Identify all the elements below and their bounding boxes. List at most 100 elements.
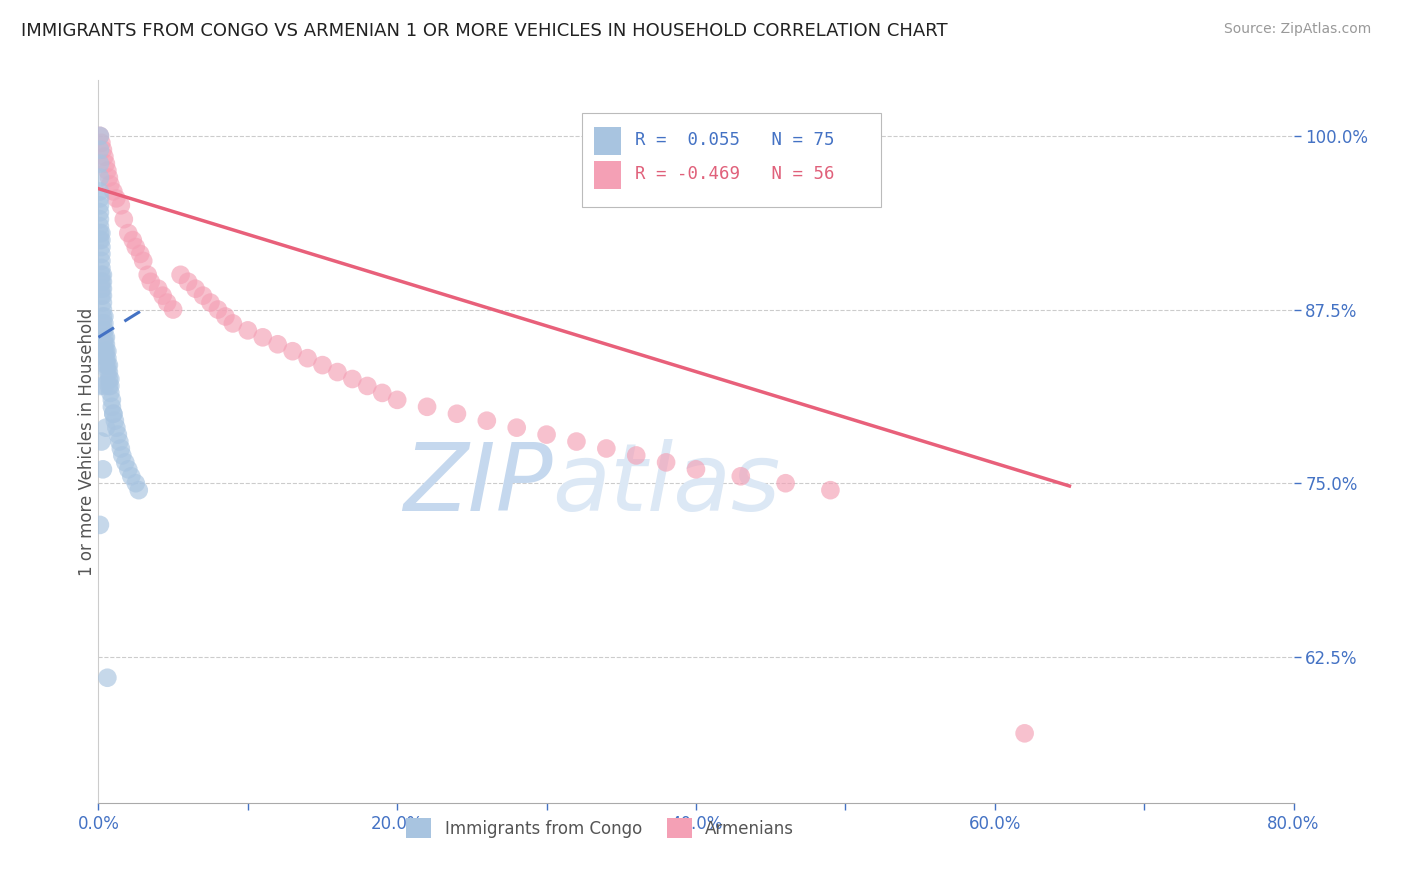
Legend: Immigrants from Congo, Armenians: Immigrants from Congo, Armenians — [399, 812, 801, 845]
Point — [536, 427, 558, 442]
Point — [107, 427, 129, 442]
Point — [90, 226, 112, 240]
Point — [105, 191, 128, 205]
Point — [89, 156, 111, 170]
Point — [89, 379, 111, 393]
Point — [775, 476, 797, 491]
Point — [111, 449, 134, 463]
Point — [385, 392, 409, 407]
Point — [93, 337, 115, 351]
Point — [94, 351, 117, 366]
Point — [152, 288, 174, 302]
Point — [117, 226, 139, 240]
Point — [90, 136, 112, 150]
Point — [110, 442, 132, 456]
Point — [655, 455, 678, 469]
Point — [90, 434, 112, 449]
Point — [89, 185, 111, 199]
Point — [96, 163, 118, 178]
Point — [685, 462, 707, 476]
Point — [90, 254, 112, 268]
Point — [89, 128, 111, 143]
Point — [90, 275, 112, 289]
Point — [103, 407, 125, 421]
Point — [91, 282, 114, 296]
Point — [89, 128, 111, 143]
Point — [595, 442, 617, 456]
Point — [98, 385, 122, 400]
Point — [97, 358, 120, 372]
Point — [89, 170, 111, 185]
Point — [96, 365, 118, 379]
Point — [148, 282, 170, 296]
Point — [98, 372, 122, 386]
Point — [121, 233, 143, 247]
Point — [136, 268, 159, 282]
Point — [91, 295, 114, 310]
Point — [91, 462, 114, 476]
Point — [89, 517, 111, 532]
Point — [94, 330, 117, 344]
Point — [96, 358, 118, 372]
Point — [117, 462, 139, 476]
Point — [90, 240, 112, 254]
Point — [820, 483, 842, 498]
Point — [98, 178, 122, 192]
Point — [1014, 726, 1036, 740]
Point — [89, 198, 111, 212]
Point — [89, 212, 111, 227]
Point — [475, 414, 498, 428]
Point — [89, 143, 111, 157]
Point — [91, 143, 114, 157]
Point — [125, 476, 148, 491]
Point — [626, 449, 648, 463]
Point — [177, 275, 200, 289]
Text: Source: ZipAtlas.com: Source: ZipAtlas.com — [1223, 22, 1371, 37]
Point — [90, 268, 112, 282]
Point — [108, 434, 131, 449]
Point — [97, 170, 120, 185]
Point — [207, 302, 229, 317]
Point — [252, 330, 274, 344]
Point — [91, 288, 114, 302]
Point — [162, 302, 184, 317]
Point — [91, 302, 114, 317]
Point — [91, 268, 114, 282]
Point — [565, 434, 588, 449]
Text: ZIP: ZIP — [404, 440, 553, 531]
Text: atlas: atlas — [553, 440, 780, 531]
Point — [103, 185, 125, 199]
Point — [356, 379, 378, 393]
Point — [730, 469, 752, 483]
Point — [311, 358, 333, 372]
Point — [89, 191, 111, 205]
Point — [96, 351, 118, 366]
Point — [506, 420, 529, 434]
Point — [89, 205, 111, 219]
Point — [93, 317, 115, 331]
Point — [97, 365, 120, 379]
Point — [90, 282, 112, 296]
Point — [90, 233, 112, 247]
Point — [97, 379, 120, 393]
Point — [94, 337, 117, 351]
Point — [267, 337, 290, 351]
Point — [91, 310, 114, 324]
FancyBboxPatch shape — [582, 112, 882, 207]
Point — [93, 310, 115, 324]
Point — [125, 240, 148, 254]
Point — [104, 414, 127, 428]
Point — [90, 247, 112, 261]
Point — [114, 455, 136, 469]
Point — [103, 407, 125, 421]
Point — [120, 469, 142, 483]
Point — [93, 330, 115, 344]
Point — [214, 310, 236, 324]
Point — [169, 268, 191, 282]
Point — [139, 275, 162, 289]
Point — [90, 288, 112, 302]
Point — [326, 365, 349, 379]
Point — [236, 323, 259, 337]
Point — [91, 275, 114, 289]
Point — [94, 358, 117, 372]
